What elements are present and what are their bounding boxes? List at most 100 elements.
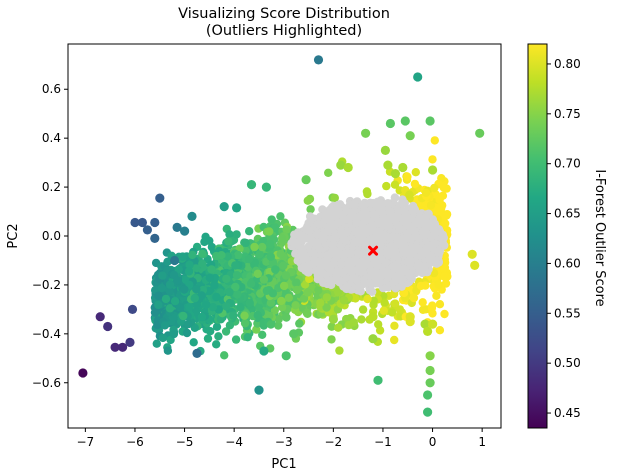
- inlier-point: [321, 215, 330, 224]
- cloud-point: [158, 271, 167, 280]
- cloud-point: [379, 306, 388, 315]
- cloud-point: [426, 201, 436, 210]
- cloud-point: [240, 319, 250, 328]
- cloud-point: [295, 319, 304, 328]
- y-tick-label: −0.2: [32, 278, 61, 292]
- data-point: [259, 346, 269, 356]
- cloud-point: [152, 339, 161, 348]
- colorbar-tick-label: 0.80: [554, 57, 581, 71]
- inlier-point: [305, 218, 315, 227]
- cloud-point: [327, 322, 336, 331]
- data-point: [246, 180, 257, 190]
- cloud-point: [250, 242, 259, 252]
- inlier-point: [390, 193, 400, 202]
- cloud-point: [435, 204, 444, 213]
- cloud-point: [180, 285, 189, 294]
- inlier-point: [388, 248, 397, 257]
- cloud-point: [441, 279, 451, 288]
- cloud-point: [229, 311, 238, 320]
- inlier-point: [341, 236, 350, 245]
- data-point: [110, 342, 120, 352]
- inlier-point: [368, 234, 377, 243]
- colorbar-tick-label: 0.75: [554, 107, 581, 121]
- cloud-point: [277, 303, 287, 312]
- x-tick-label: 1: [478, 435, 486, 449]
- cloud-point: [245, 227, 254, 236]
- cloud-point: [380, 298, 389, 307]
- data-point: [95, 312, 105, 322]
- data-point: [343, 162, 353, 173]
- inlier-point: [289, 235, 298, 245]
- cloud-point: [221, 327, 231, 336]
- data-point: [180, 226, 190, 236]
- cloud-point: [435, 300, 445, 309]
- cloud-point: [266, 252, 275, 261]
- data-point: [232, 203, 242, 213]
- cloud-point: [284, 293, 293, 302]
- cloud-point: [410, 179, 420, 189]
- data-point: [425, 365, 435, 376]
- cloud-point: [434, 280, 443, 289]
- x-axis-label: PC1: [271, 457, 296, 472]
- inlier-point: [331, 274, 341, 283]
- cloud-point: [174, 265, 183, 274]
- cloud-point: [418, 298, 427, 307]
- cloud-point: [231, 335, 241, 344]
- data-point: [172, 222, 182, 232]
- cloud-point: [197, 291, 206, 300]
- cloud-point: [395, 305, 405, 314]
- cloud-point: [292, 278, 301, 287]
- cloud-point: [266, 298, 276, 307]
- cloud-point: [305, 274, 314, 284]
- cloud-point: [358, 305, 368, 314]
- plot-area: [78, 55, 485, 417]
- cloud-point: [322, 303, 331, 312]
- cloud-point: [233, 290, 242, 299]
- data-point: [425, 116, 435, 126]
- inlier-point: [359, 223, 369, 233]
- cloud-point: [175, 303, 185, 312]
- inlier-point: [324, 263, 333, 272]
- cloud-point: [233, 250, 243, 260]
- x-tick-label: −6: [126, 435, 144, 449]
- data-point: [150, 217, 160, 228]
- chart-subtitle: (Outliers Highlighted): [206, 23, 362, 39]
- inlier-point: [383, 199, 392, 208]
- colorbar-ticks: 0.45 0.50 0.55 0.60 0.65 0.70 0.75 0.80: [547, 57, 581, 420]
- cloud-point: [279, 261, 288, 270]
- inlier-point: [418, 227, 427, 236]
- cloud-point: [266, 320, 276, 329]
- inlier-point: [374, 218, 383, 228]
- cloud-point: [185, 260, 194, 269]
- colorbar-tick-label: 0.50: [554, 356, 581, 370]
- cloud-point: [163, 346, 173, 355]
- inlier-point: [345, 257, 354, 266]
- cloud-point: [427, 303, 437, 313]
- inlier-point: [328, 245, 337, 254]
- cloud-point: [208, 303, 218, 312]
- cloud-point: [173, 276, 182, 285]
- cloud-point: [207, 265, 216, 274]
- x-tick-label: 0: [429, 435, 437, 449]
- data-point: [398, 162, 408, 173]
- cloud-point: [160, 321, 170, 330]
- cloud-point: [303, 288, 312, 297]
- data-point: [423, 407, 433, 417]
- data-point: [261, 182, 271, 192]
- score-point-cloud: [150, 136, 452, 360]
- inlier-point: [318, 235, 327, 244]
- inlier-point: [432, 259, 442, 268]
- inlier-point: [360, 278, 369, 287]
- cloud-point: [440, 309, 449, 319]
- cloud-point: [265, 227, 274, 236]
- cloud-point: [232, 230, 241, 239]
- cloud-point: [246, 279, 256, 288]
- inlier-point: [352, 238, 361, 247]
- inlier-point: [334, 218, 343, 228]
- data-point: [328, 314, 338, 324]
- data-point: [467, 249, 477, 259]
- inlier-point: [421, 247, 431, 256]
- y-tick-label: −0.6: [32, 376, 61, 390]
- cloud-point: [430, 136, 439, 145]
